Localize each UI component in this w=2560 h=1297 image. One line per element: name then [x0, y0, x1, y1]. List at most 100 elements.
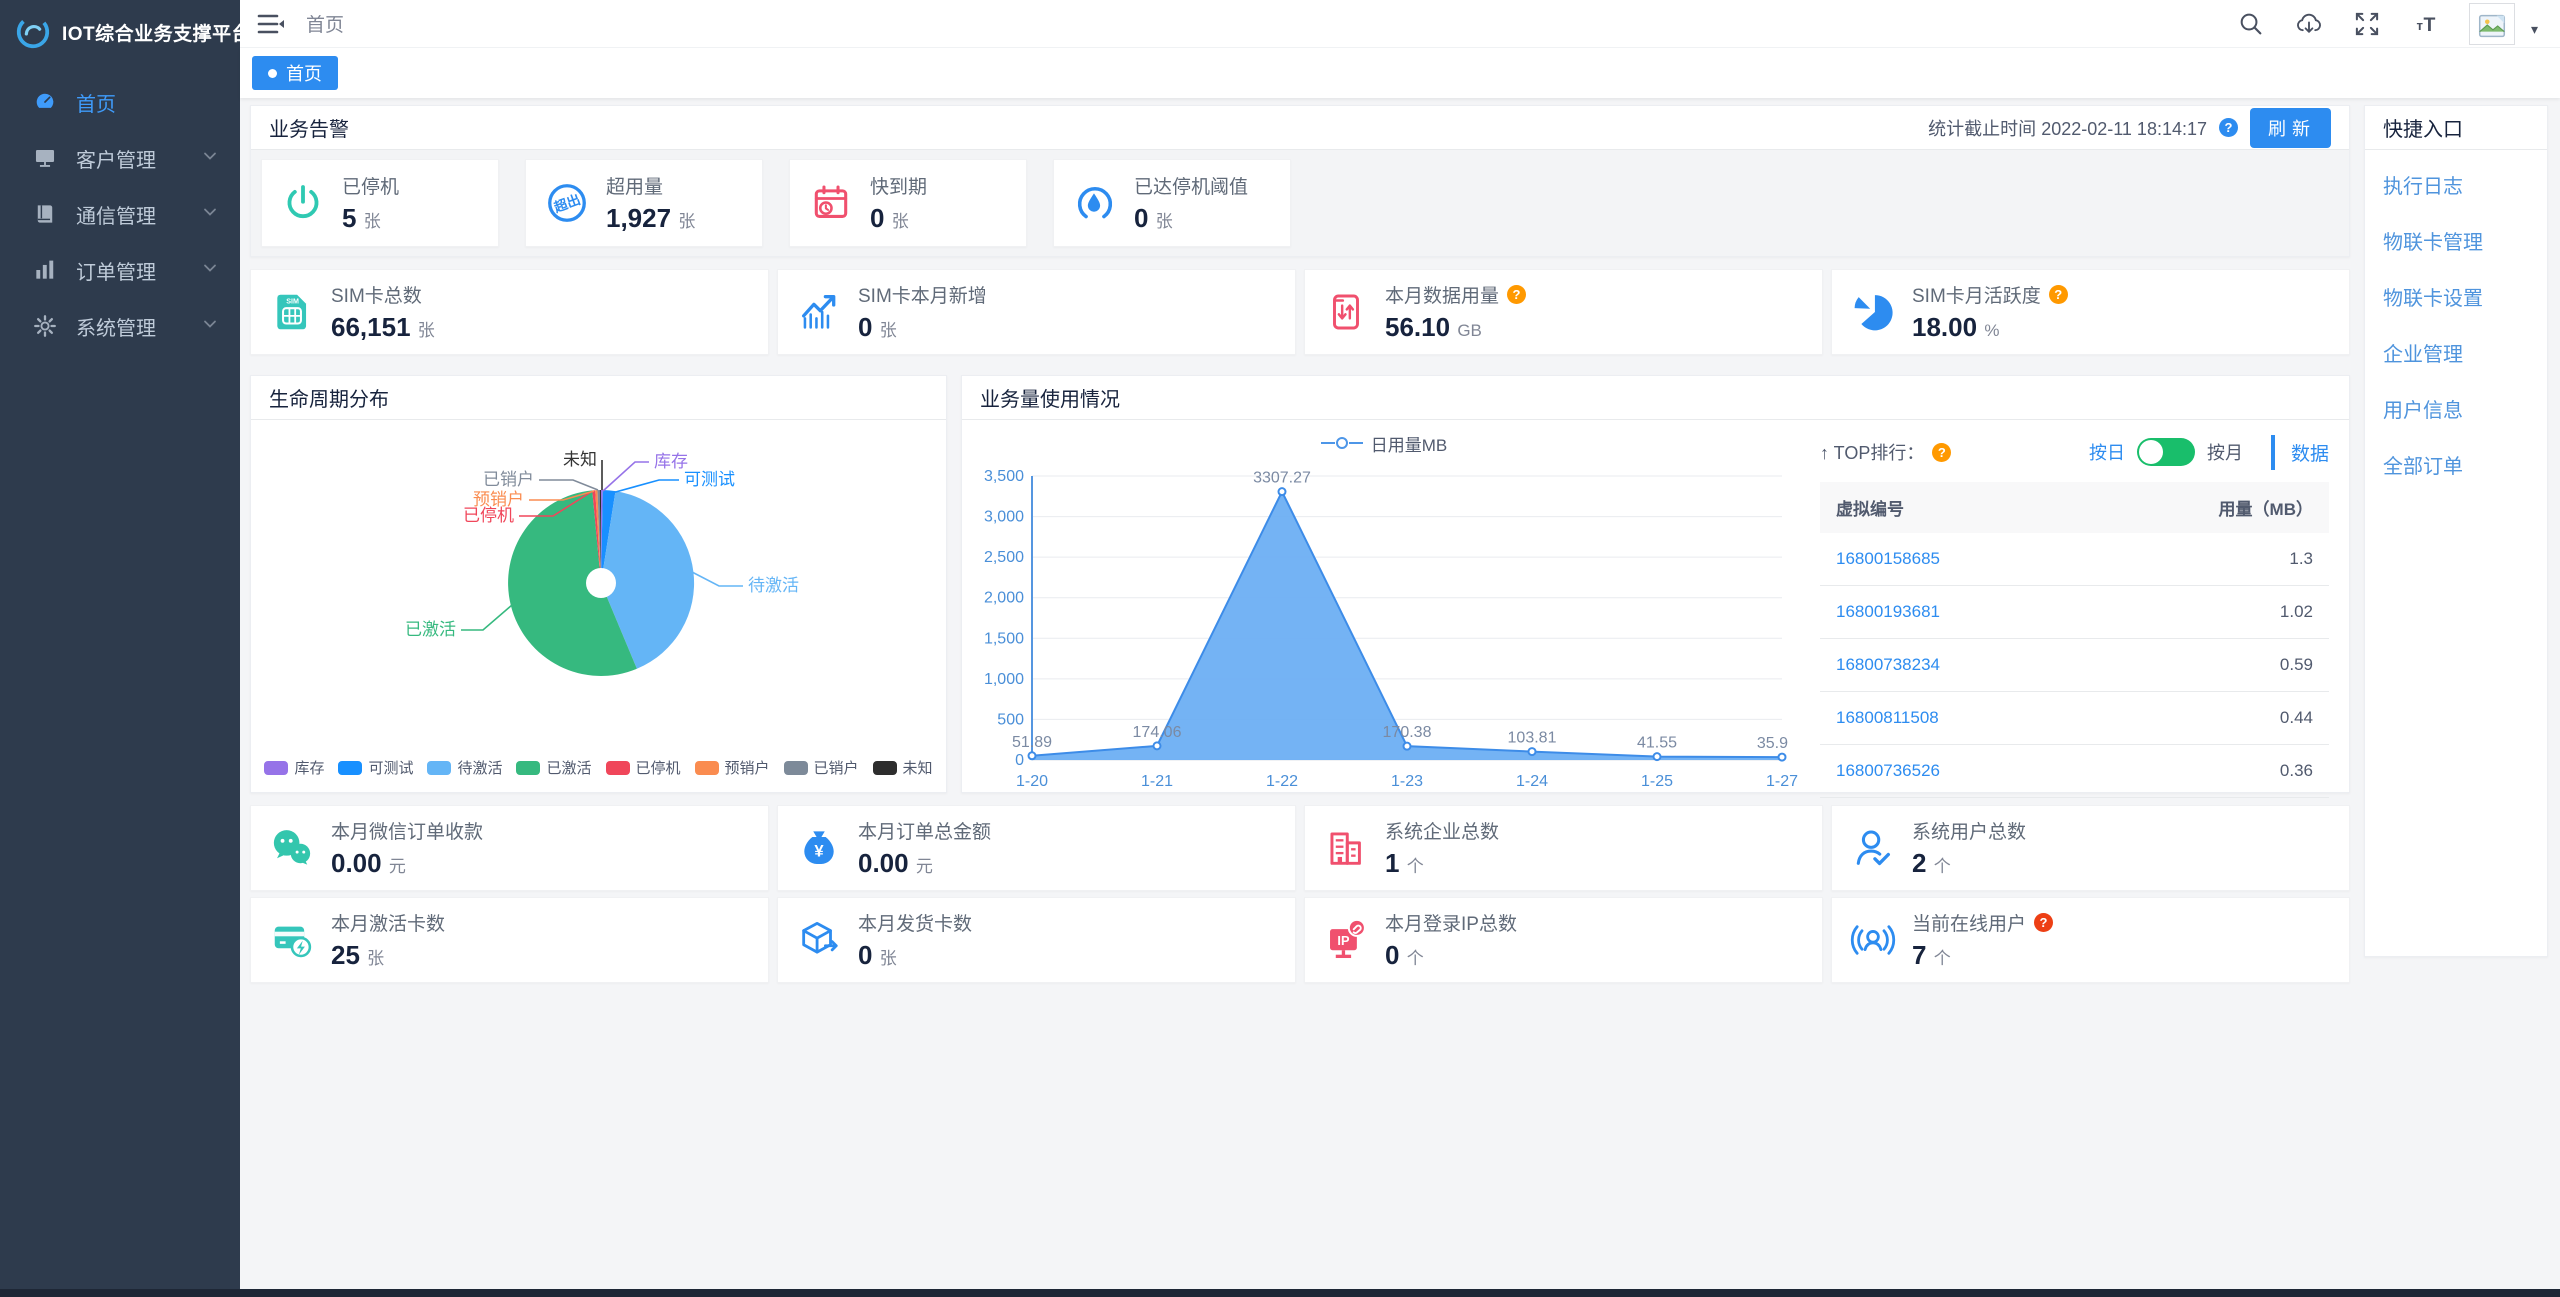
quick-link[interactable]: 物联卡设置 — [2383, 288, 2483, 310]
sidebar-item-label: 首页 — [76, 93, 116, 116]
legend-item[interactable]: 已停机 — [605, 757, 681, 778]
help-icon[interactable]: ? — [1507, 285, 1527, 304]
help-icon[interactable]: ? — [2048, 285, 2068, 304]
x-tick: 1-22 — [1266, 773, 1298, 790]
legend-label: 预销户 — [724, 760, 770, 777]
legend-item[interactable]: 已激活 — [516, 757, 592, 778]
legend-item[interactable]: 未知 — [872, 757, 933, 778]
quick-link[interactable]: 全部订单 — [2383, 456, 2463, 478]
sim-card-icon: SIM — [269, 289, 315, 335]
stat-label: 已停机 — [342, 177, 400, 198]
sidebar-item-settings[interactable]: 系统管理 — [0, 298, 240, 354]
stat-time-help-icon[interactable]: ? — [2219, 118, 2238, 137]
legend-item[interactable]: 已销户 — [783, 757, 859, 778]
usage-value: 0.36 — [2083, 744, 2329, 798]
communication-icon — [32, 201, 58, 227]
pie-label: 待激活 — [748, 576, 799, 595]
stat-value: 0 张 — [1134, 203, 1173, 233]
rank-row: 16800811508 0.44 — [1820, 691, 2329, 745]
stat-label: SIM卡本月新增 — [858, 286, 987, 307]
pie-label: 未知 — [563, 450, 597, 469]
sidebar-item-communication[interactable]: 通信管理 — [0, 186, 240, 242]
fullscreen-icon[interactable] — [2353, 10, 2381, 38]
svg-text:500: 500 — [997, 711, 1024, 728]
svg-text:¥: ¥ — [814, 841, 824, 860]
refresh-button[interactable]: 刷新 — [2250, 107, 2331, 148]
user-avatar[interactable] — [2468, 2, 2515, 45]
x-tick: 1-20 — [1016, 773, 1048, 790]
top-rank-table: 虚拟编号 用量（MB） 16800158685 1.3 16800193681 1.02… — [1820, 482, 2329, 798]
usage-value: 0.44 — [2083, 691, 2329, 745]
user-check-icon — [1850, 825, 1896, 871]
top-header: 首页 т T ▾ — [240, 0, 2560, 48]
quick-link[interactable]: 用户信息 — [2383, 400, 2463, 422]
panel-title-lifecycle: 生命周期分布 — [269, 389, 389, 411]
virtual-number-link[interactable]: 16800811508 — [1820, 691, 2084, 745]
charts-row: 生命周期分布 库存 可测试 待激活 已激活 已停机 预销户 已销户 未知 库存 可测试 待激活 已激… — [250, 375, 2350, 798]
sidebar-item-customers[interactable]: 客户管理 — [0, 130, 240, 186]
by-month-label[interactable]: 按月 — [2206, 443, 2243, 463]
virtual-number-link[interactable]: 16800736526 — [1820, 744, 2084, 798]
point-label: 51.89 — [1012, 734, 1052, 751]
quick-link[interactable]: 企业管理 — [2383, 344, 2463, 366]
quick-link[interactable]: 物联卡管理 — [2383, 232, 2483, 254]
legend-label: 已停机 — [635, 760, 681, 777]
virtual-number-link[interactable]: 16800193681 — [1820, 585, 2084, 639]
tab-dot-icon — [268, 68, 277, 78]
stat-value: 2 个 — [1912, 848, 1951, 878]
legend-item[interactable]: 预销户 — [694, 757, 770, 778]
legend-swatch — [872, 760, 897, 775]
lifecycle-pie-chart: 库存 可测试 待激活 已激活 已停机 预销户 已销户 未知 — [251, 420, 946, 751]
trend-up-icon — [796, 289, 842, 335]
sidebar-item-label: 客户管理 — [76, 149, 156, 172]
stat-unit: 元 — [388, 857, 406, 876]
sim-stats-row: SIM SIM卡总数 66,151 张 SIM卡本月新增 0 张 本月数据用量?… — [250, 269, 2350, 355]
search-icon[interactable] — [2237, 10, 2265, 38]
stat-value: 5 张 — [342, 203, 381, 233]
legend-item[interactable]: 库存 — [264, 757, 324, 778]
stat-card: SIM卡月活跃度? 18.00 % — [1831, 269, 2350, 355]
legend-label: 库存 — [294, 760, 325, 777]
cloud-download-icon[interactable] — [2295, 10, 2323, 38]
svg-text:1,500: 1,500 — [984, 630, 1024, 647]
legend-item[interactable]: 待激活 — [427, 757, 502, 778]
legend-label: 未知 — [902, 760, 933, 777]
by-day-label[interactable]: 按日 — [2088, 443, 2125, 463]
tab-home[interactable]: 首页 — [252, 56, 338, 90]
stat-unit: GB — [1457, 321, 1482, 340]
point-label: 174.06 — [1133, 724, 1182, 741]
stat-card: 本月发货卡数 0 张 — [777, 897, 1296, 983]
rank-row: 16800158685 1.3 — [1820, 533, 2329, 586]
legend-label: 已销户 — [813, 760, 859, 777]
legend-marker-icon — [1320, 437, 1363, 449]
day-month-toggle[interactable] — [2136, 438, 2195, 466]
shipping-box-icon — [796, 917, 842, 963]
area-chart-svg: 0 500 1,000 1,500 2,000 2,500 3,000 3,500 51.89… — [984, 468, 1798, 790]
app-logo-row: IOT综合业务支撑平台 — [0, 0, 251, 64]
stat-value: 1 个 — [1385, 848, 1424, 878]
stat-label: 本月发货卡数 — [858, 914, 973, 935]
stat-time-label: 统计截止时间 — [1928, 118, 2037, 139]
legend-item[interactable]: 可测试 — [338, 757, 413, 778]
app-logo-icon — [16, 15, 50, 49]
orders-icon — [32, 257, 58, 283]
data-link[interactable]: 数据 — [2270, 434, 2329, 470]
help-icon[interactable]: ? — [2034, 913, 2054, 932]
user-menu-caret-icon[interactable]: ▾ — [2530, 21, 2538, 37]
legend-swatch — [783, 760, 808, 775]
top-rank-help-icon[interactable]: ? — [1932, 442, 1952, 462]
point-label: 41.55 — [1637, 735, 1677, 752]
sidebar-item-dashboard[interactable]: 首页 — [0, 74, 240, 130]
legend-swatch — [264, 760, 289, 775]
svg-text:2,000: 2,000 — [984, 590, 1024, 607]
sidebar-item-orders[interactable]: 订单管理 — [0, 242, 240, 298]
virtual-number-link[interactable]: 16800738234 — [1820, 638, 2084, 692]
sidebar-menu: 首页 客户管理 通信管理 订单管理 系统管理 — [0, 64, 240, 354]
legend-swatch — [605, 760, 630, 775]
buildings-icon — [1323, 825, 1369, 871]
sidebar-collapse-icon[interactable] — [256, 9, 286, 39]
quick-link[interactable]: 执行日志 — [2383, 176, 2463, 198]
stat-unit: 张 — [678, 212, 696, 231]
virtual-number-link[interactable]: 16800158685 — [1820, 533, 2084, 586]
